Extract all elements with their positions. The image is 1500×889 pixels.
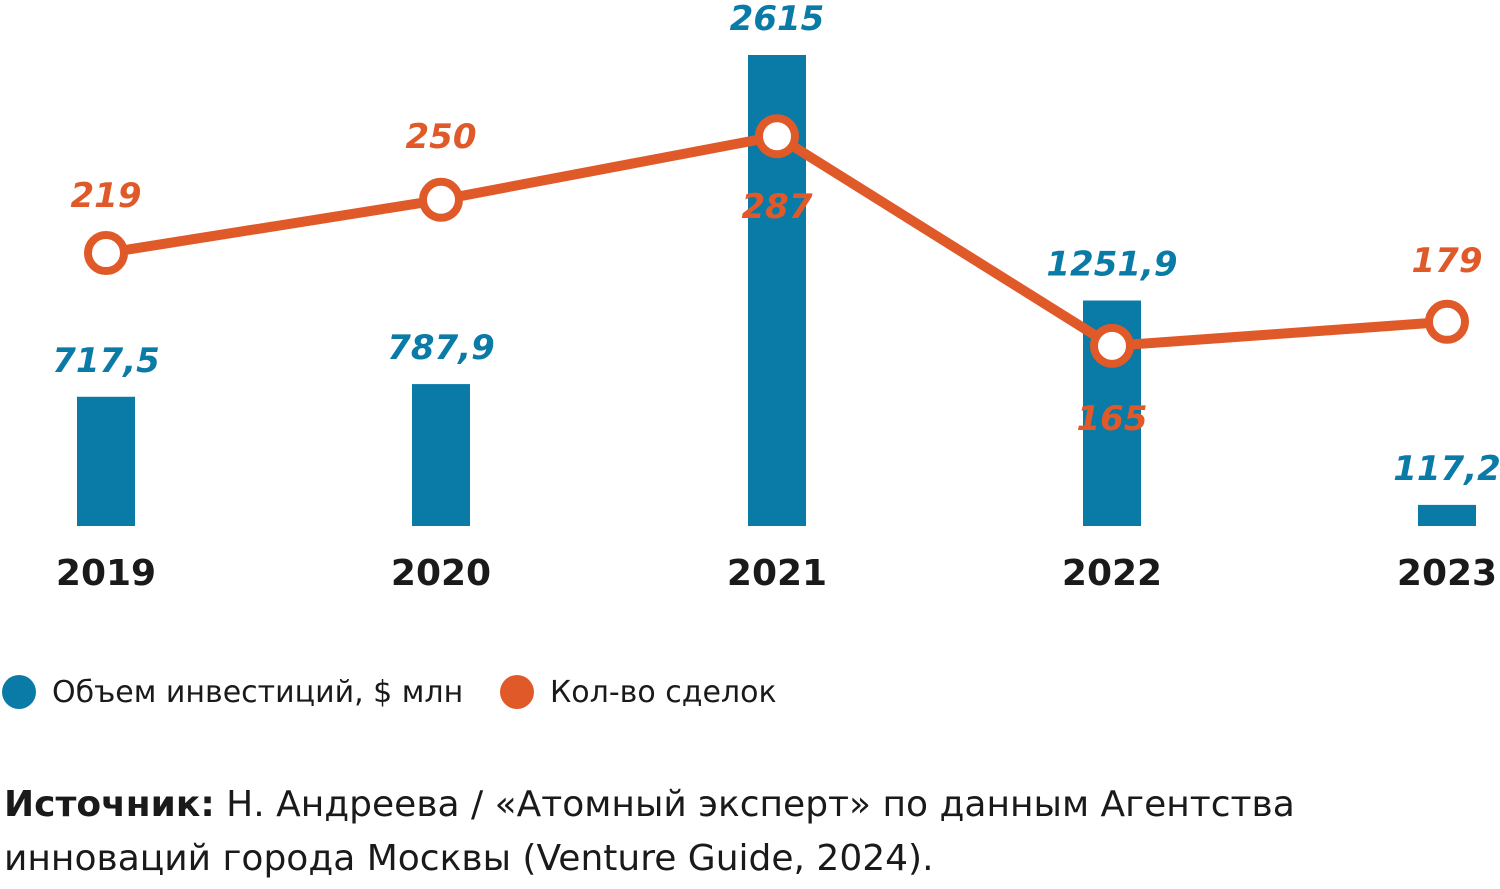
deals-value-label-2021: 287: [742, 187, 813, 227]
bar-2023: [1418, 504, 1476, 526]
bar-2019: [77, 396, 135, 526]
line-layer: [84, 114, 1469, 368]
legend-label-deals: Кол-во сделок: [550, 674, 777, 710]
x-tick-2021: 2021: [727, 553, 827, 594]
deals-point-2020: [419, 177, 463, 222]
source-note: Источник: Н. Андреева / «Атомный эксперт…: [4, 778, 1484, 886]
bar-value-label-2022: 1251,9: [1046, 245, 1177, 285]
bar-value-label-2019: 717,5: [52, 341, 160, 381]
source-text: Н. Андреева / «Атомный эксперт» по данны…: [4, 784, 1295, 879]
bar-labels-layer: 717,5 787,9 2615 1251,9 117,2: [52, 0, 1500, 489]
x-tick-2023: 2023: [1397, 553, 1497, 594]
legend: Объем инвестиций, $ млн Кол-во сделок: [0, 672, 1500, 712]
bar-value-label-2023: 117,2: [1393, 449, 1500, 489]
deals-value-label-2019: 219: [71, 176, 142, 216]
bar-2020: [412, 384, 470, 526]
x-tick-2019: 2019: [56, 553, 156, 594]
deals-point-2023: [1425, 299, 1469, 344]
legend-item-investments: Объем инвестиций, $ млн: [2, 672, 463, 712]
legend-swatch-deals: [500, 675, 534, 709]
deals-point-2022: [1090, 323, 1134, 368]
deals-value-label-2020: 250: [406, 117, 477, 157]
chart: 717,5 787,9 2615 1251,9 117,2 219 250 287 165 17…: [52, 0, 1500, 594]
legend-swatch-investments: [2, 675, 36, 709]
deals-point-2019: [84, 231, 128, 276]
bar-value-label-2020: 787,9: [387, 328, 495, 368]
line-labels-layer: 219 250 287 165 179: [71, 117, 1483, 439]
source-label: Источник:: [4, 784, 215, 825]
deals-value-label-2023: 179: [1412, 241, 1483, 281]
bar-value-label-2021: 2615: [730, 0, 825, 39]
x-tick-2020: 2020: [391, 553, 491, 594]
legend-label-investments: Объем инвестиций, $ млн: [52, 674, 464, 710]
deals-point-2021: [755, 114, 799, 159]
deals-value-label-2022: 165: [1077, 399, 1148, 439]
legend-item-deals: Кол-во сделок: [500, 672, 777, 712]
x-tick-2022: 2022: [1062, 553, 1162, 594]
x-axis-ticks: 2019 2020 2021 2022 2023: [56, 553, 1497, 594]
